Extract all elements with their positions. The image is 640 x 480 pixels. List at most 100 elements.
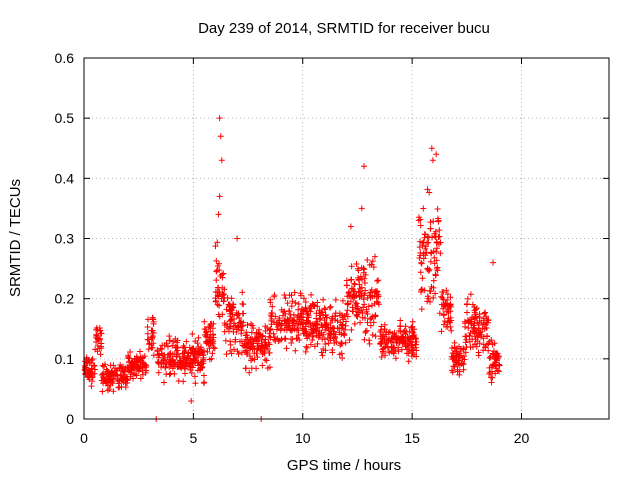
data-point (280, 312, 287, 319)
data-point (336, 351, 343, 358)
data-point (269, 303, 276, 310)
data-point (354, 313, 361, 320)
data-point (188, 369, 195, 376)
data-point (360, 304, 367, 311)
data-point (88, 383, 95, 390)
data-point (295, 301, 302, 308)
data-point (461, 318, 468, 325)
data-point (187, 359, 194, 366)
data-point (235, 324, 242, 331)
data-point (455, 352, 462, 359)
data-point (137, 357, 144, 364)
data-point (122, 379, 129, 386)
data-point (155, 369, 162, 376)
data-point (98, 371, 105, 378)
data-point (367, 316, 374, 323)
data-point (217, 133, 224, 140)
data-point (277, 327, 284, 334)
data-point (232, 336, 239, 343)
data-point (382, 343, 389, 350)
data-point (235, 351, 242, 358)
data-point (174, 339, 181, 346)
data-point (475, 352, 482, 359)
data-point (248, 329, 255, 336)
x-tick-label: 10 (295, 430, 311, 446)
data-point (371, 253, 378, 260)
data-point (434, 206, 441, 213)
data-point (271, 292, 278, 299)
data-point (220, 292, 227, 299)
data-point (349, 304, 356, 311)
data-point (448, 367, 455, 374)
data-point (433, 151, 440, 158)
data-point (332, 296, 339, 303)
data-point (208, 340, 215, 347)
data-point (271, 334, 278, 341)
data-point (307, 341, 314, 348)
data-point (148, 335, 155, 342)
data-point (402, 323, 409, 330)
y-tick-label: 0.3 (55, 231, 75, 247)
data-point (472, 333, 479, 340)
data-point (427, 225, 434, 232)
data-point (144, 330, 151, 337)
y-tick-label: 0.6 (55, 50, 75, 66)
data-point (212, 288, 219, 295)
data-point (488, 374, 495, 381)
data-point (160, 379, 167, 386)
data-point (447, 294, 454, 301)
data-point (251, 350, 258, 357)
data-point (219, 271, 226, 278)
data-point (397, 317, 404, 324)
data-point (286, 292, 293, 299)
y-tick-label: 0 (66, 411, 74, 427)
data-point (415, 217, 422, 224)
data-point (484, 333, 491, 340)
data-point (340, 330, 347, 337)
data-point (165, 343, 172, 350)
data-point (460, 345, 467, 352)
data-point (244, 336, 251, 343)
data-point (213, 257, 220, 264)
data-point (206, 345, 213, 352)
data-point (353, 312, 360, 319)
data-point (363, 308, 370, 315)
data-point (419, 275, 426, 282)
data-point (214, 301, 221, 308)
data-point (474, 319, 481, 326)
data-point (92, 334, 99, 341)
data-point (303, 343, 310, 350)
data-point (490, 362, 497, 369)
data-point (192, 380, 199, 387)
data-point (239, 300, 246, 307)
data-point (118, 375, 125, 382)
data-point (130, 359, 137, 366)
data-point (241, 340, 248, 347)
data-point (175, 378, 182, 385)
data-point (403, 350, 410, 357)
data-point (346, 336, 353, 343)
data-point (176, 357, 183, 364)
data-point (227, 347, 234, 354)
data-point (381, 325, 388, 332)
data-point (302, 298, 309, 305)
data-point (470, 328, 477, 335)
data-point (162, 364, 169, 371)
data-point (250, 325, 257, 332)
data-point (375, 277, 382, 284)
data-point (366, 340, 373, 347)
data-point (150, 318, 157, 325)
data-point (215, 293, 222, 300)
data-point (370, 264, 377, 271)
data-point (180, 343, 187, 350)
data-point (100, 374, 107, 381)
data-point (359, 276, 366, 283)
data-point (368, 286, 375, 293)
data-point (432, 271, 439, 278)
data-point (268, 315, 275, 322)
data-point (92, 346, 99, 353)
data-point (207, 335, 214, 342)
data-point (393, 332, 400, 339)
data-point (286, 307, 293, 314)
data-point (336, 329, 343, 336)
